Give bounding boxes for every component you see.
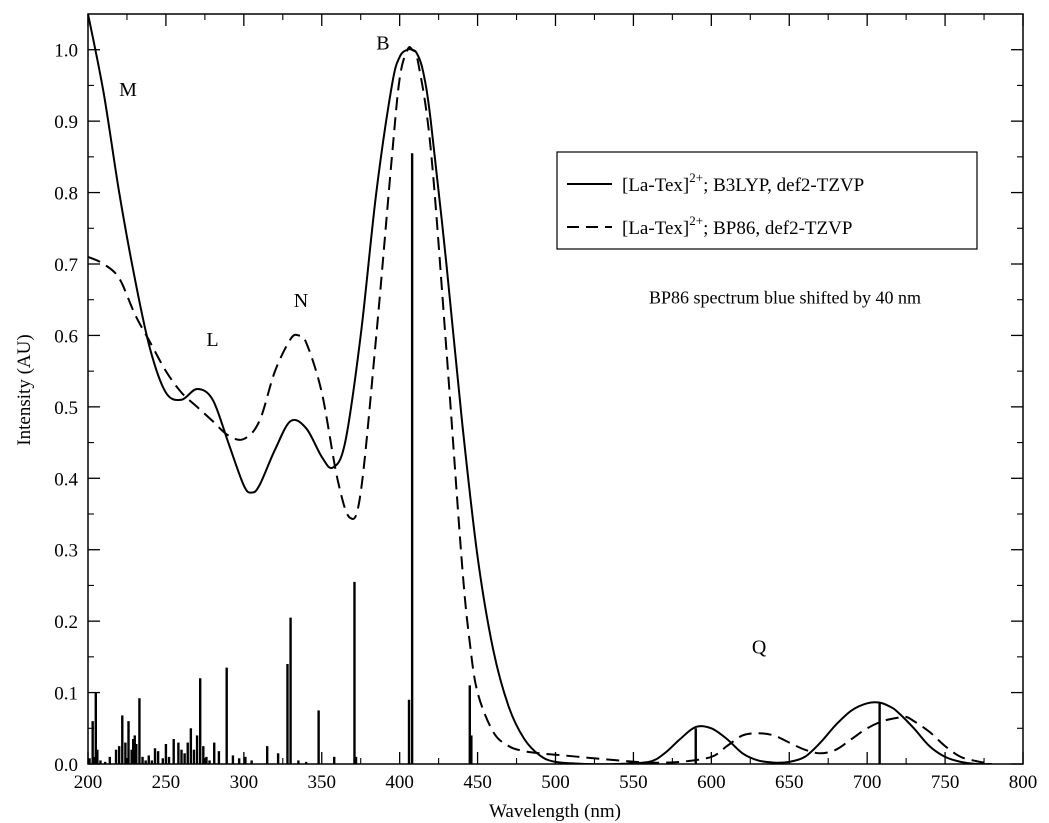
- peak-label-q: Q: [752, 636, 767, 658]
- x-tick-label: 450: [463, 772, 492, 793]
- plot-frame: [87, 13, 1024, 765]
- y-tick-label: 0.9: [54, 112, 78, 133]
- y-tick-label: 0.7: [54, 255, 78, 276]
- x-tick-label: 800: [1009, 772, 1038, 793]
- x-tick-label: 250: [152, 772, 181, 793]
- peak-label-m: M: [119, 79, 137, 101]
- legend-entry-1: [La-Tex]2+; B3LYP, def2-TZVP: [622, 170, 864, 196]
- peak-labels: M L N B Q BP86 spectrum blue shifted by 40 nm: [119, 33, 921, 659]
- series-line-bp86: [88, 46, 985, 764]
- axis-ticks: 200 250 300 350 400 450 500 550 600 650 700 750 800 0…: [54, 14, 1037, 793]
- shift-annotation: BP86 spectrum blue shifted by 40 nm: [649, 287, 921, 307]
- legend: [La-Tex]2+; B3LYP, def2-TZVP [La-Tex]2+;…: [556, 151, 978, 250]
- x-tick-label: 650: [775, 772, 804, 793]
- y-tick-label: 0.8: [54, 184, 78, 205]
- x-tick-label: 400: [385, 772, 414, 793]
- spectrum-curves: [88, 14, 992, 764]
- series-line-b3lyp: [88, 14, 992, 764]
- x-tick-label: 550: [619, 772, 648, 793]
- x-tick-label: 200: [74, 772, 103, 793]
- x-tick-label: 750: [931, 772, 960, 793]
- x-axis-label: Wavelength (nm): [489, 801, 621, 822]
- peak-label-n: N: [294, 290, 308, 312]
- x-tick-label: 700: [853, 772, 882, 793]
- legend-box: [556, 151, 978, 250]
- stick-spectrum: [88, 153, 881, 764]
- x-tick-label: 300: [230, 772, 259, 793]
- y-tick-label: 0.2: [54, 612, 78, 633]
- y-tick-label: 0.5: [54, 398, 78, 419]
- y-tick-label: 0.6: [54, 326, 78, 347]
- y-tick-label: 1.0: [54, 41, 78, 62]
- x-tick-label: 500: [541, 772, 570, 793]
- legend-entry-2: [La-Tex]2+; BP86, def2-TZVP: [622, 213, 852, 239]
- x-tick-label: 350: [308, 772, 337, 793]
- y-tick-label: 0.4: [54, 469, 78, 490]
- y-tick-label: 0.3: [54, 541, 78, 562]
- peak-label-l: L: [206, 329, 218, 351]
- peak-label-b: B: [376, 33, 389, 55]
- y-axis-label: Intensity (AU): [14, 334, 35, 445]
- y-tick-label: 0.0: [54, 755, 78, 776]
- y-tick-label: 0.1: [54, 684, 78, 705]
- x-tick-label: 600: [697, 772, 726, 793]
